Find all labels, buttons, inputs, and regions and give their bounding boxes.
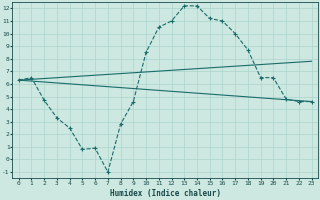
X-axis label: Humidex (Indice chaleur): Humidex (Indice chaleur) (110, 189, 220, 198)
